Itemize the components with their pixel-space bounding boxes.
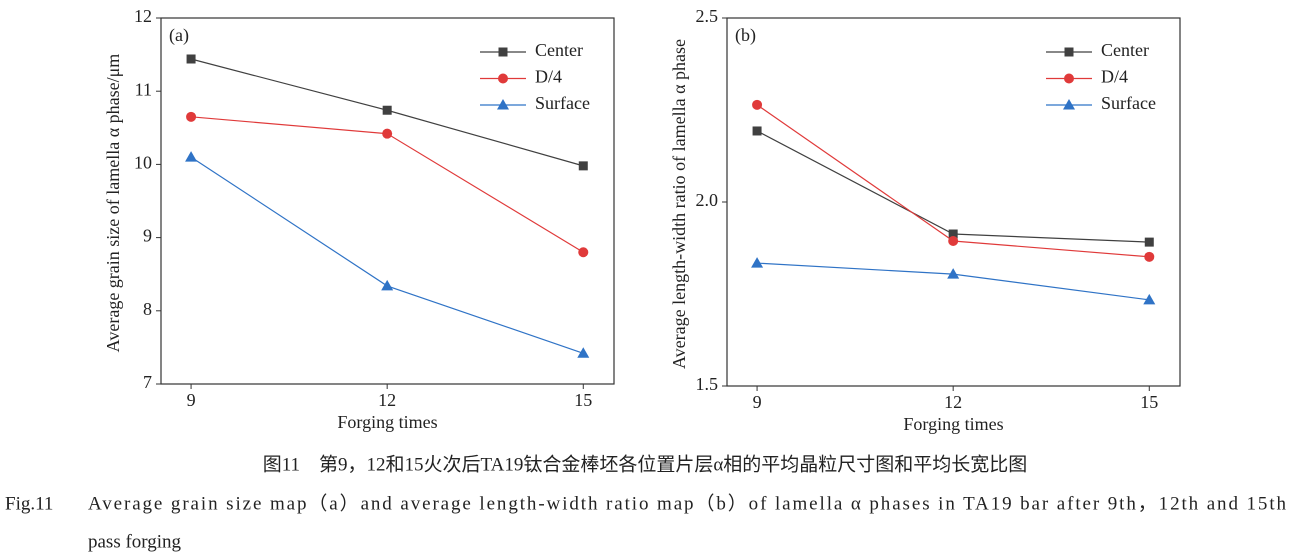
caption-zh: 图11 第9，12和15火次后TA19钛合金棒坯各位置片层α相的平均晶粒尺寸图和… [263, 453, 1028, 475]
marker [578, 161, 588, 171]
marker [186, 54, 196, 64]
marker [382, 105, 392, 115]
legend-marker [1064, 47, 1074, 57]
marker [1144, 237, 1154, 247]
marker [186, 111, 197, 122]
marker [381, 279, 394, 291]
legend-label: Surface [535, 93, 590, 113]
series-line [190, 156, 584, 354]
marker [752, 126, 762, 136]
x-tick-label: 15 [574, 390, 592, 410]
marker [578, 247, 589, 258]
marker [947, 268, 960, 279]
legend-marker [1063, 99, 1075, 110]
y-tick-label: 9 [143, 226, 152, 246]
x-axis-label: Forging times [337, 412, 437, 432]
marker [577, 347, 590, 358]
marker [1143, 293, 1156, 305]
marker [185, 151, 198, 162]
y-tick-label: 11 [135, 79, 152, 99]
series-line [756, 130, 1150, 243]
marker [382, 128, 393, 139]
legend-marker [498, 47, 508, 57]
legend-label: Center [535, 40, 583, 60]
y-tick-label: 1.5 [696, 374, 719, 394]
marker [948, 236, 959, 247]
panel-label: (b) [735, 25, 756, 46]
marker [948, 229, 958, 239]
x-axis-label: Forging times [903, 414, 1003, 434]
legend-marker [497, 99, 509, 110]
caption-en: Average grain size map（a）and average len… [88, 492, 1287, 514]
legend-label: Center [1101, 40, 1149, 60]
marker [1144, 251, 1155, 262]
legend-label: D/4 [535, 67, 562, 87]
y-tick-label: 2.0 [696, 190, 719, 210]
x-tick-label: 12 [378, 390, 396, 410]
caption-label: Fig.11 [5, 493, 53, 514]
x-tick-label: 12 [944, 392, 962, 412]
x-tick-label: 9 [187, 390, 196, 410]
caption-en: pass forging [88, 531, 182, 552]
y-tick-label: 10 [134, 153, 152, 173]
y-axis-label: Average grain size of lamella α phase/μm [103, 54, 123, 353]
legend-marker [1064, 73, 1074, 84]
panel-label: (a) [169, 25, 189, 46]
x-tick-label: 9 [753, 392, 762, 412]
y-tick-label: 2.5 [696, 6, 719, 26]
y-axis-label: Average length-width ratio of lamella α … [669, 39, 689, 369]
y-tick-label: 12 [134, 6, 152, 26]
x-tick-label: 15 [1140, 392, 1158, 412]
legend-marker [498, 73, 508, 84]
legend-label: D/4 [1101, 67, 1128, 87]
marker [751, 257, 764, 268]
legend-label: Surface [1101, 93, 1156, 113]
y-tick-label: 7 [143, 372, 152, 392]
y-tick-label: 8 [143, 299, 152, 319]
marker [752, 99, 763, 110]
